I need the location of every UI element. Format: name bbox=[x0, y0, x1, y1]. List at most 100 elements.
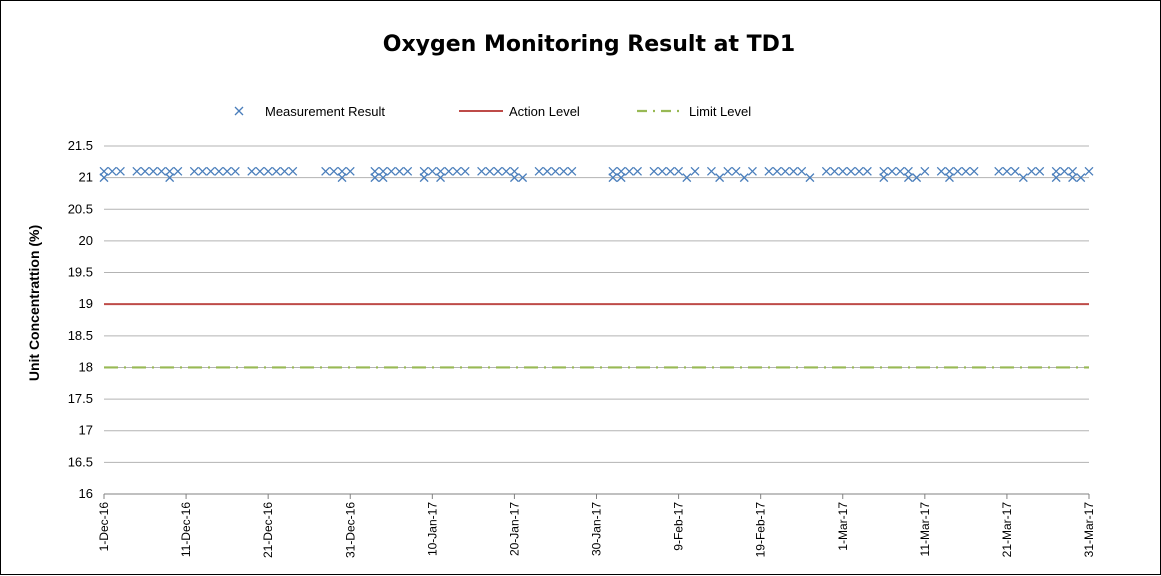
data-point bbox=[288, 166, 298, 176]
data-point bbox=[419, 173, 429, 183]
x-tick-label: 1-Mar-17 bbox=[836, 502, 850, 551]
data-point bbox=[230, 166, 240, 176]
data-point bbox=[994, 166, 1004, 176]
x-tick-label: 30-Jan-17 bbox=[590, 502, 604, 556]
gridlines bbox=[104, 145, 1089, 495]
data-point bbox=[198, 166, 207, 176]
data-point bbox=[887, 166, 897, 176]
data-point bbox=[493, 166, 503, 176]
data-point bbox=[846, 166, 856, 176]
data-point bbox=[665, 166, 675, 176]
data-point bbox=[345, 166, 355, 176]
data-point bbox=[321, 166, 331, 176]
data-point bbox=[444, 166, 454, 176]
data-point bbox=[944, 173, 954, 183]
y-tick-label: 16 bbox=[79, 486, 93, 501]
data-point bbox=[747, 166, 757, 176]
data-point bbox=[436, 173, 446, 183]
data-point bbox=[337, 166, 347, 176]
data-point bbox=[1068, 166, 1078, 176]
data-point bbox=[140, 166, 150, 176]
legend-label: Action Level bbox=[509, 104, 580, 119]
data-point bbox=[1084, 166, 1094, 176]
data-point bbox=[715, 173, 725, 183]
y-tick-label: 16.5 bbox=[68, 454, 93, 469]
data-point bbox=[189, 166, 199, 176]
data-point bbox=[895, 166, 905, 176]
reference-lines bbox=[104, 303, 1089, 369]
data-point bbox=[608, 173, 618, 183]
data-point bbox=[271, 166, 281, 176]
data-point bbox=[534, 166, 544, 176]
data-point bbox=[403, 166, 413, 176]
x-tick-label: 20-Jan-17 bbox=[507, 502, 521, 556]
data-point bbox=[378, 173, 388, 183]
data-point bbox=[386, 166, 396, 176]
x-tick-label: 10-Jan-17 bbox=[425, 502, 439, 556]
data-point bbox=[542, 166, 552, 176]
y-tick-label: 20.5 bbox=[68, 201, 93, 216]
data-point bbox=[280, 166, 290, 176]
data-point bbox=[633, 166, 643, 176]
data-point bbox=[1059, 166, 1069, 176]
data-point bbox=[99, 173, 109, 183]
data-point bbox=[936, 166, 946, 176]
data-point bbox=[1068, 173, 1078, 183]
legend-marker-measurement bbox=[234, 106, 244, 116]
measurement-markers bbox=[99, 166, 1094, 183]
data-point bbox=[477, 166, 487, 176]
data-point bbox=[961, 166, 971, 176]
data-point bbox=[830, 166, 840, 176]
data-point bbox=[222, 166, 232, 176]
data-point bbox=[567, 166, 577, 176]
y-tick-label: 19 bbox=[79, 296, 93, 311]
data-point bbox=[731, 166, 741, 176]
data-point bbox=[624, 166, 634, 176]
y-tick-label: 17.5 bbox=[68, 391, 93, 406]
data-point bbox=[1035, 166, 1045, 176]
data-point bbox=[903, 173, 913, 183]
data-point bbox=[649, 166, 659, 176]
x-tick-label: 11-Mar-17 bbox=[918, 502, 932, 557]
data-point bbox=[115, 166, 125, 176]
data-point bbox=[436, 166, 446, 176]
data-point bbox=[690, 166, 700, 176]
data-point bbox=[797, 166, 807, 176]
y-tick-label: 18.5 bbox=[68, 328, 93, 343]
data-point bbox=[903, 166, 913, 176]
data-point bbox=[920, 166, 930, 176]
data-point bbox=[165, 173, 175, 183]
data-point bbox=[1027, 166, 1037, 176]
y-axis-ticks: 16 16.5 17 17.5 18 18.5 19 19.5 20 20.5 21 21.5 bbox=[68, 138, 93, 501]
data-point bbox=[173, 166, 183, 176]
data-point bbox=[953, 166, 963, 176]
data-point bbox=[214, 166, 224, 176]
data-point bbox=[616, 173, 626, 183]
data-point bbox=[805, 173, 815, 183]
y-tick-label: 20 bbox=[79, 233, 93, 248]
data-point bbox=[329, 166, 339, 176]
data-point bbox=[107, 166, 117, 176]
x-tick-label: 1-Dec-16 bbox=[97, 502, 111, 552]
x-tick-label: 19-Feb-17 bbox=[754, 502, 768, 558]
data-point bbox=[509, 173, 519, 183]
data-point bbox=[1051, 173, 1061, 183]
y-axis-label: Unit Concentrattion (%) bbox=[26, 225, 42, 381]
data-point bbox=[1010, 166, 1020, 176]
data-point bbox=[723, 166, 733, 176]
data-point bbox=[501, 166, 511, 176]
data-point bbox=[559, 166, 569, 176]
y-tick-label: 17 bbox=[79, 423, 93, 438]
data-point bbox=[419, 166, 429, 176]
legend-item: Limit Level bbox=[637, 104, 751, 119]
data-point bbox=[156, 166, 166, 176]
legend-item: Action Level bbox=[459, 104, 580, 119]
data-point bbox=[518, 173, 528, 183]
data-point bbox=[674, 166, 684, 176]
legend-label: Limit Level bbox=[689, 104, 751, 119]
data-point bbox=[912, 173, 922, 183]
data-point bbox=[854, 166, 864, 176]
y-tick-label: 18 bbox=[79, 359, 93, 374]
